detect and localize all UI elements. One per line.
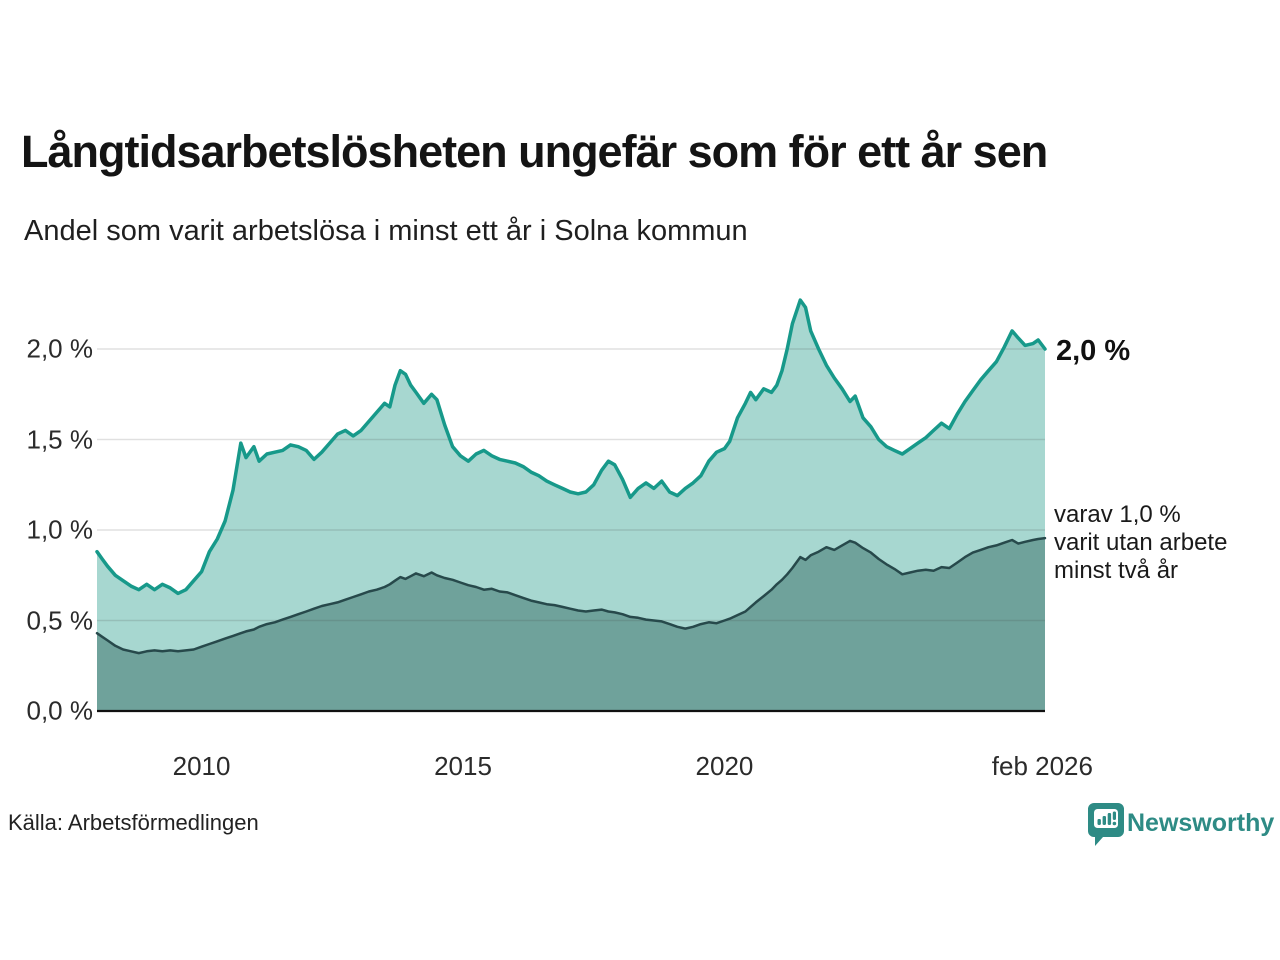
line-total	[95, 298, 1047, 596]
newsworthy-logo-icon	[1088, 803, 1124, 846]
x-axis-tick-label: 2015	[434, 751, 492, 781]
end-value-label-two-year: varav 1,0 % varit utan arbete minst två …	[1054, 501, 1228, 584]
area-fill-two-year	[97, 538, 1045, 711]
y-axis-tick-label: 2,0 %	[26, 333, 94, 364]
x-axis-tick-label: 2020	[695, 751, 754, 781]
chart-subtitle: Andel som varit arbetslösa i minst ett å…	[24, 215, 748, 247]
x-axis-tick-label: 2010	[172, 751, 231, 781]
newsworthy-logo-text: Newsworthy	[1127, 809, 1275, 837]
x-axis-tick-label: feb 2026	[991, 751, 1093, 781]
y-axis-tick-label: 0,0 %	[26, 695, 94, 726]
line-two-year	[95, 536, 1047, 655]
y-axis-tick-label: 0,5 %	[26, 605, 94, 635]
end-value-label-total: 2,0 %	[1056, 335, 1131, 367]
source-attribution: Källa: Arbetsförmedlingen	[8, 810, 259, 835]
newsworthy-logo	[1088, 803, 1124, 847]
y-axis-tick-label: 1,5 %	[26, 424, 94, 454]
chart-title: Långtidsarbetslösheten ungefär som för e…	[21, 126, 1048, 177]
y-axis-tick-label: 1,0 %	[26, 514, 94, 545]
